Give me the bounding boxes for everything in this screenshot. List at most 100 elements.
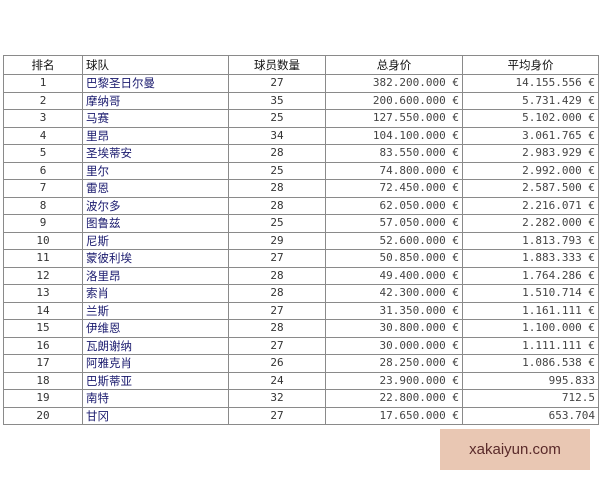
total-value-cell: 22.800.000 € xyxy=(325,389,463,408)
total-value-cell: 57.050.000 € xyxy=(325,214,463,233)
player-count-cell: 34 xyxy=(228,126,326,145)
average-value-cell: 1.111.111 € xyxy=(462,336,599,355)
rank-cell: 17 xyxy=(3,354,83,373)
team-cell: 洛里昂 xyxy=(82,266,229,285)
team-cell: 巴黎圣日尔曼 xyxy=(82,74,229,93)
average-value-cell: 1.883.333 € xyxy=(462,249,599,268)
team-cell: 阿雅克肖 xyxy=(82,354,229,373)
header-average-value: 平均身价 xyxy=(462,55,599,75)
rank-cell: 10 xyxy=(3,231,83,250)
table-row: 8 波尔多 28 62.050.000 €2.216.071 € xyxy=(3,196,599,215)
average-value-cell: 14.155.556 € xyxy=(462,74,599,93)
average-value-cell: 2.983.929 € xyxy=(462,144,599,163)
table-row: 3 马赛 25 127.550.000 €5.102.000 € xyxy=(3,109,599,128)
team-cell: 伊维恩 xyxy=(82,319,229,338)
average-value-cell: 2.282.000 € xyxy=(462,214,599,233)
player-count-cell: 27 xyxy=(228,301,326,320)
average-value-cell: 1.813.793 € xyxy=(462,231,599,250)
average-value-cell: 1.086.538 € xyxy=(462,354,599,373)
player-count-cell: 28 xyxy=(228,266,326,285)
total-value-cell: 42.300.000 € xyxy=(325,284,463,303)
rank-cell: 13 xyxy=(3,284,83,303)
total-value-cell: 72.450.000 € xyxy=(325,179,463,198)
table-row: 17 阿雅克肖 26 28.250.000 €1.086.538 € xyxy=(3,354,599,373)
team-cell: 圣埃蒂安 xyxy=(82,144,229,163)
player-count-cell: 24 xyxy=(228,371,326,390)
team-cell: 蒙彼利埃 xyxy=(82,249,229,268)
team-cell: 尼斯 xyxy=(82,231,229,250)
total-value-cell: 30.000.000 € xyxy=(325,336,463,355)
team-cell: 里昂 xyxy=(82,126,229,145)
total-value-cell: 62.050.000 € xyxy=(325,196,463,215)
team-cell: 雷恩 xyxy=(82,179,229,198)
player-count-cell: 25 xyxy=(228,161,326,180)
total-value-cell: 104.100.000 € xyxy=(325,126,463,145)
rank-cell: 14 xyxy=(3,301,83,320)
rank-cell: 9 xyxy=(3,214,83,233)
rank-cell: 19 xyxy=(3,389,83,408)
average-value-cell: 2.992.000 € xyxy=(462,161,599,180)
table-row: 14 兰斯 27 31.350.000 €1.161.111 € xyxy=(3,301,599,320)
rank-cell: 3 xyxy=(3,109,83,128)
table-row: 1 巴黎圣日尔曼 27 382.200.000 €14.155.556 € xyxy=(3,74,599,93)
player-count-cell: 28 xyxy=(228,144,326,163)
player-count-cell: 27 xyxy=(228,336,326,355)
rank-cell: 8 xyxy=(3,196,83,215)
average-value-cell: 2.216.071 € xyxy=(462,196,599,215)
team-cell: 瓦朗谢纳 xyxy=(82,336,229,355)
rank-cell: 5 xyxy=(3,144,83,163)
total-value-cell: 127.550.000 € xyxy=(325,109,463,128)
team-cell: 南特 xyxy=(82,389,229,408)
team-cell: 图鲁兹 xyxy=(82,214,229,233)
total-value-cell: 28.250.000 € xyxy=(325,354,463,373)
team-cell: 甘冈 xyxy=(82,406,229,425)
average-value-cell: 2.587.500 € xyxy=(462,179,599,198)
table-row: 15 伊维恩 28 30.800.000 €1.100.000 € xyxy=(3,319,599,338)
average-value-cell: 5.102.000 € xyxy=(462,109,599,128)
market-value-table: 排名 球队 球员数量 总身价 平均身价 1 巴黎圣日尔曼 27 382.200.000… xyxy=(3,55,599,425)
team-cell: 摩纳哥 xyxy=(82,91,229,110)
table-row: 9 图鲁兹 25 57.050.000 €2.282.000 € xyxy=(3,214,599,233)
table-row: 13 索肖 28 42.300.000 €1.510.714 € xyxy=(3,284,599,303)
table-row: 7 雷恩 28 72.450.000 €2.587.500 € xyxy=(3,179,599,198)
player-count-cell: 27 xyxy=(228,249,326,268)
average-value-cell: 712.5 xyxy=(462,389,599,408)
total-value-cell: 30.800.000 € xyxy=(325,319,463,338)
table-row: 18 巴斯蒂亚 24 23.900.000 €995.833 xyxy=(3,371,599,390)
average-value-cell: 1.100.000 € xyxy=(462,319,599,338)
average-value-cell: 3.061.765 € xyxy=(462,126,599,145)
header-total-value: 总身价 xyxy=(325,55,463,75)
average-value-cell: 1.764.286 € xyxy=(462,266,599,285)
player-count-cell: 35 xyxy=(228,91,326,110)
total-value-cell: 49.400.000 € xyxy=(325,266,463,285)
total-value-cell: 50.850.000 € xyxy=(325,249,463,268)
team-cell: 兰斯 xyxy=(82,301,229,320)
total-value-cell: 74.800.000 € xyxy=(325,161,463,180)
rank-cell: 7 xyxy=(3,179,83,198)
total-value-cell: 52.600.000 € xyxy=(325,231,463,250)
rank-cell: 15 xyxy=(3,319,83,338)
average-value-cell: 5.731.429 € xyxy=(462,91,599,110)
watermark: xakaiyun.com xyxy=(440,429,590,470)
total-value-cell: 83.550.000 € xyxy=(325,144,463,163)
team-cell: 索肖 xyxy=(82,284,229,303)
average-value-cell: 1.510.714 € xyxy=(462,284,599,303)
total-value-cell: 382.200.000 € xyxy=(325,74,463,93)
table-header-row: 排名 球队 球员数量 总身价 平均身价 xyxy=(3,55,599,75)
rank-cell: 16 xyxy=(3,336,83,355)
table-row: 19 南特 32 22.800.000 €712.5 xyxy=(3,389,599,408)
player-count-cell: 26 xyxy=(228,354,326,373)
table-row: 6 里尔 25 74.800.000 €2.992.000 € xyxy=(3,161,599,180)
table-row: 12 洛里昂 28 49.400.000 €1.764.286 € xyxy=(3,266,599,285)
table-row: 16 瓦朗谢纳 27 30.000.000 €1.111.111 € xyxy=(3,336,599,355)
player-count-cell: 28 xyxy=(228,196,326,215)
average-value-cell: 995.833 xyxy=(462,371,599,390)
rank-cell: 1 xyxy=(3,74,83,93)
total-value-cell: 17.650.000 € xyxy=(325,406,463,425)
total-value-cell: 31.350.000 € xyxy=(325,301,463,320)
rank-cell: 6 xyxy=(3,161,83,180)
player-count-cell: 25 xyxy=(228,109,326,128)
rank-cell: 20 xyxy=(3,406,83,425)
rank-cell: 2 xyxy=(3,91,83,110)
table-row: 2 摩纳哥 35 200.600.000 €5.731.429 € xyxy=(3,91,599,110)
